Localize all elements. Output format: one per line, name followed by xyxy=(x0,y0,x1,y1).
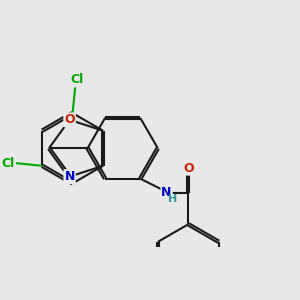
Text: N: N xyxy=(161,186,172,199)
Text: O: O xyxy=(64,113,75,126)
Text: Cl: Cl xyxy=(70,74,84,86)
Text: N: N xyxy=(64,170,75,183)
Text: Cl: Cl xyxy=(1,157,15,169)
Text: H: H xyxy=(168,194,177,204)
Text: O: O xyxy=(183,162,194,175)
